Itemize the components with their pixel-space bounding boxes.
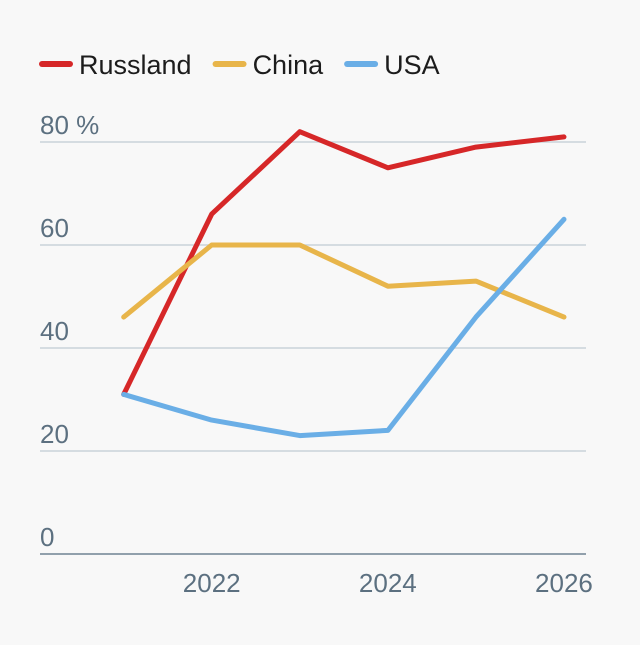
series-line-china xyxy=(121,242,567,320)
y-tick-label-40: 40 xyxy=(40,316,69,346)
series-line-russland xyxy=(121,129,567,397)
y-tick-label-80: 80 % xyxy=(40,110,99,140)
legend-label-china: China xyxy=(253,50,325,80)
legend-label-usa: USA xyxy=(384,50,440,80)
y-tick-label-60: 60 xyxy=(40,213,69,243)
y-tick-label-20: 20 xyxy=(40,419,69,449)
series-layer xyxy=(121,129,567,439)
legend: Russland China USA xyxy=(39,50,440,80)
x-tick-label-2026: 2026 xyxy=(535,568,593,598)
y-tick-label-0: 0 xyxy=(40,522,54,552)
series-line-usa xyxy=(121,216,567,439)
axis-layer: 0 20 40 60 80 % 2022 2024 2026 xyxy=(40,110,593,598)
x-tick-label-2024: 2024 xyxy=(359,568,417,598)
x-tick-label-2022: 2022 xyxy=(183,568,241,598)
legend-label-russland: Russland xyxy=(79,50,192,80)
grid-layer xyxy=(40,141,586,452)
